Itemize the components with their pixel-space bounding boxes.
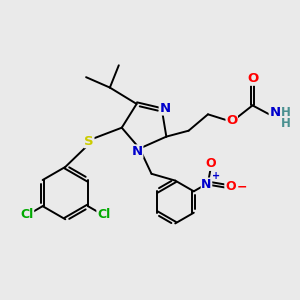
Text: N: N	[132, 145, 143, 158]
Text: O: O	[225, 180, 236, 193]
Text: O: O	[206, 157, 216, 170]
Text: S: S	[84, 135, 94, 148]
Text: −: −	[237, 181, 247, 194]
Text: N: N	[201, 178, 212, 191]
Text: O: O	[247, 72, 258, 85]
Text: H: H	[281, 117, 291, 130]
Text: N: N	[269, 106, 281, 119]
Text: O: O	[226, 114, 237, 127]
Text: Cl: Cl	[20, 208, 34, 221]
Text: Cl: Cl	[97, 208, 110, 221]
Text: +: +	[212, 171, 220, 181]
Text: H: H	[281, 106, 291, 119]
Text: N: N	[159, 102, 170, 115]
